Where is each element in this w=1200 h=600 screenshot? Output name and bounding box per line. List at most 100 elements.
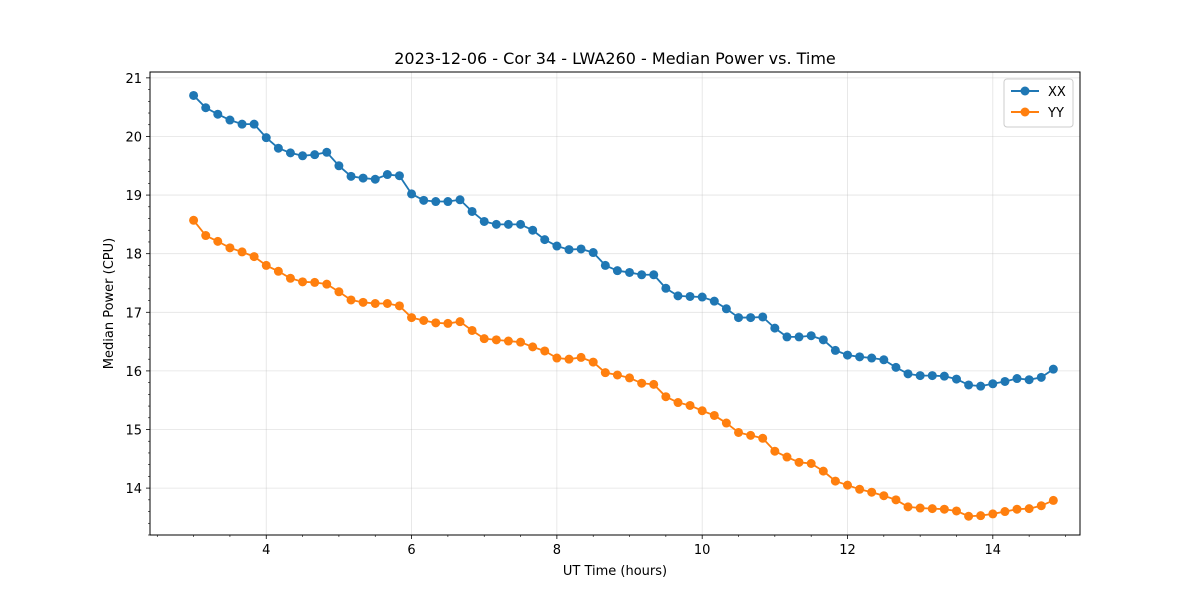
- data-point-yy: [830, 476, 840, 486]
- data-point-yy: [419, 316, 429, 325]
- series-xx: [189, 90, 1058, 391]
- data-point-xx: [879, 355, 889, 365]
- y-tick-label: 17: [125, 306, 142, 321]
- data-point-xx: [782, 332, 792, 342]
- data-point-yy: [721, 418, 731, 428]
- chart-title: 2023-12-06 - Cor 34 - LWA260 - Median Po…: [394, 49, 836, 68]
- data-point-xx: [576, 244, 586, 254]
- data-point-xx: [697, 292, 707, 302]
- plot-frame: [149, 71, 1081, 536]
- data-point-xx: [746, 313, 756, 323]
- data-point-yy: [358, 297, 368, 307]
- data-point-yy: [552, 353, 562, 363]
- data-point-yy: [782, 452, 792, 462]
- data-point-xx: [503, 219, 513, 229]
- data-point-yy: [673, 398, 683, 408]
- plot-area: [150, 72, 1080, 535]
- data-point-xx: [346, 171, 356, 181]
- data-point-yy: [201, 231, 211, 241]
- x-tick-label: 10: [694, 543, 711, 558]
- data-point-xx: [552, 241, 562, 251]
- data-point-xx: [600, 260, 610, 270]
- series-layer: [189, 90, 1058, 521]
- y-tick-label: 18: [125, 248, 142, 263]
- data-point-yy: [649, 379, 659, 389]
- data-point-yy: [261, 260, 271, 270]
- data-point-xx: [479, 216, 489, 226]
- legend-marker-xx: [1020, 86, 1030, 96]
- data-point-yy: [612, 370, 622, 380]
- data-point-xx: [770, 323, 780, 333]
- data-point-yy: [1012, 504, 1022, 514]
- data-point-yy: [237, 247, 247, 257]
- data-point-yy: [249, 252, 259, 262]
- data-point-yy: [637, 378, 647, 388]
- data-point-yy: [794, 457, 804, 467]
- data-point-yy: [467, 325, 477, 335]
- data-point-yy: [661, 392, 671, 402]
- data-point-yy: [407, 313, 417, 323]
- data-point-xx: [443, 197, 453, 207]
- y-axis-label: Median Power (CPU): [102, 238, 117, 369]
- data-point-xx: [394, 171, 404, 181]
- data-point-xx: [189, 90, 199, 100]
- data-point-yy: [1048, 495, 1058, 505]
- data-point-xx: [334, 161, 344, 171]
- data-point-yy: [213, 236, 223, 246]
- x-tick-label: 14: [985, 543, 1002, 558]
- data-point-yy: [588, 357, 598, 367]
- data-point-xx: [818, 335, 828, 345]
- data-point-yy: [1036, 501, 1046, 511]
- data-point-yy: [443, 318, 453, 328]
- data-point-yy: [806, 459, 816, 468]
- data-point-xx: [516, 219, 526, 229]
- data-point-yy: [479, 334, 489, 344]
- data-point-xx: [758, 312, 768, 322]
- data-point-xx: [322, 147, 332, 157]
- data-point-yy: [709, 410, 719, 420]
- data-point-yy: [964, 511, 974, 521]
- legend-label-yy: YY: [1047, 106, 1064, 121]
- data-point-yy: [843, 480, 852, 490]
- data-point-yy: [298, 277, 308, 287]
- y-tick-label: 14: [125, 482, 142, 497]
- data-point-xx: [625, 267, 635, 277]
- data-point-yy: [576, 352, 586, 362]
- data-point-yy: [697, 406, 707, 416]
- data-point-yy: [491, 335, 501, 345]
- data-point-xx: [467, 206, 477, 216]
- data-point-yy: [431, 318, 441, 328]
- data-point-yy: [685, 400, 695, 410]
- x-tick-label: 12: [839, 543, 856, 558]
- data-point-xx: [1048, 364, 1058, 374]
- data-point-yy: [273, 266, 283, 276]
- data-point-yy: [746, 430, 756, 440]
- data-point-yy: [988, 509, 998, 519]
- data-point-xx: [201, 103, 211, 113]
- data-point-xx: [564, 245, 574, 255]
- x-tick-label: 6: [407, 543, 415, 558]
- data-point-yy: [394, 301, 404, 311]
- y-tick-label: 16: [125, 365, 142, 380]
- data-point-xx: [939, 371, 949, 381]
- data-point-yy: [503, 336, 513, 346]
- data-point-yy: [322, 279, 332, 289]
- data-point-xx: [419, 195, 429, 205]
- data-point-yy: [770, 446, 780, 456]
- data-point-yy: [903, 502, 913, 512]
- y-tick-label: 21: [125, 72, 142, 87]
- data-point-xx: [237, 119, 247, 129]
- data-point-yy: [334, 287, 344, 297]
- data-point-yy: [625, 373, 635, 383]
- y-tick-label: 15: [125, 424, 142, 439]
- data-point-xx: [491, 219, 501, 229]
- data-point-xx: [661, 283, 671, 293]
- data-point-yy: [310, 277, 320, 287]
- data-point-yy: [855, 484, 865, 494]
- data-point-xx: [261, 133, 271, 143]
- data-point-xx: [927, 371, 937, 381]
- data-point-xx: [1012, 374, 1022, 384]
- data-point-xx: [734, 313, 744, 323]
- data-point-xx: [588, 248, 598, 258]
